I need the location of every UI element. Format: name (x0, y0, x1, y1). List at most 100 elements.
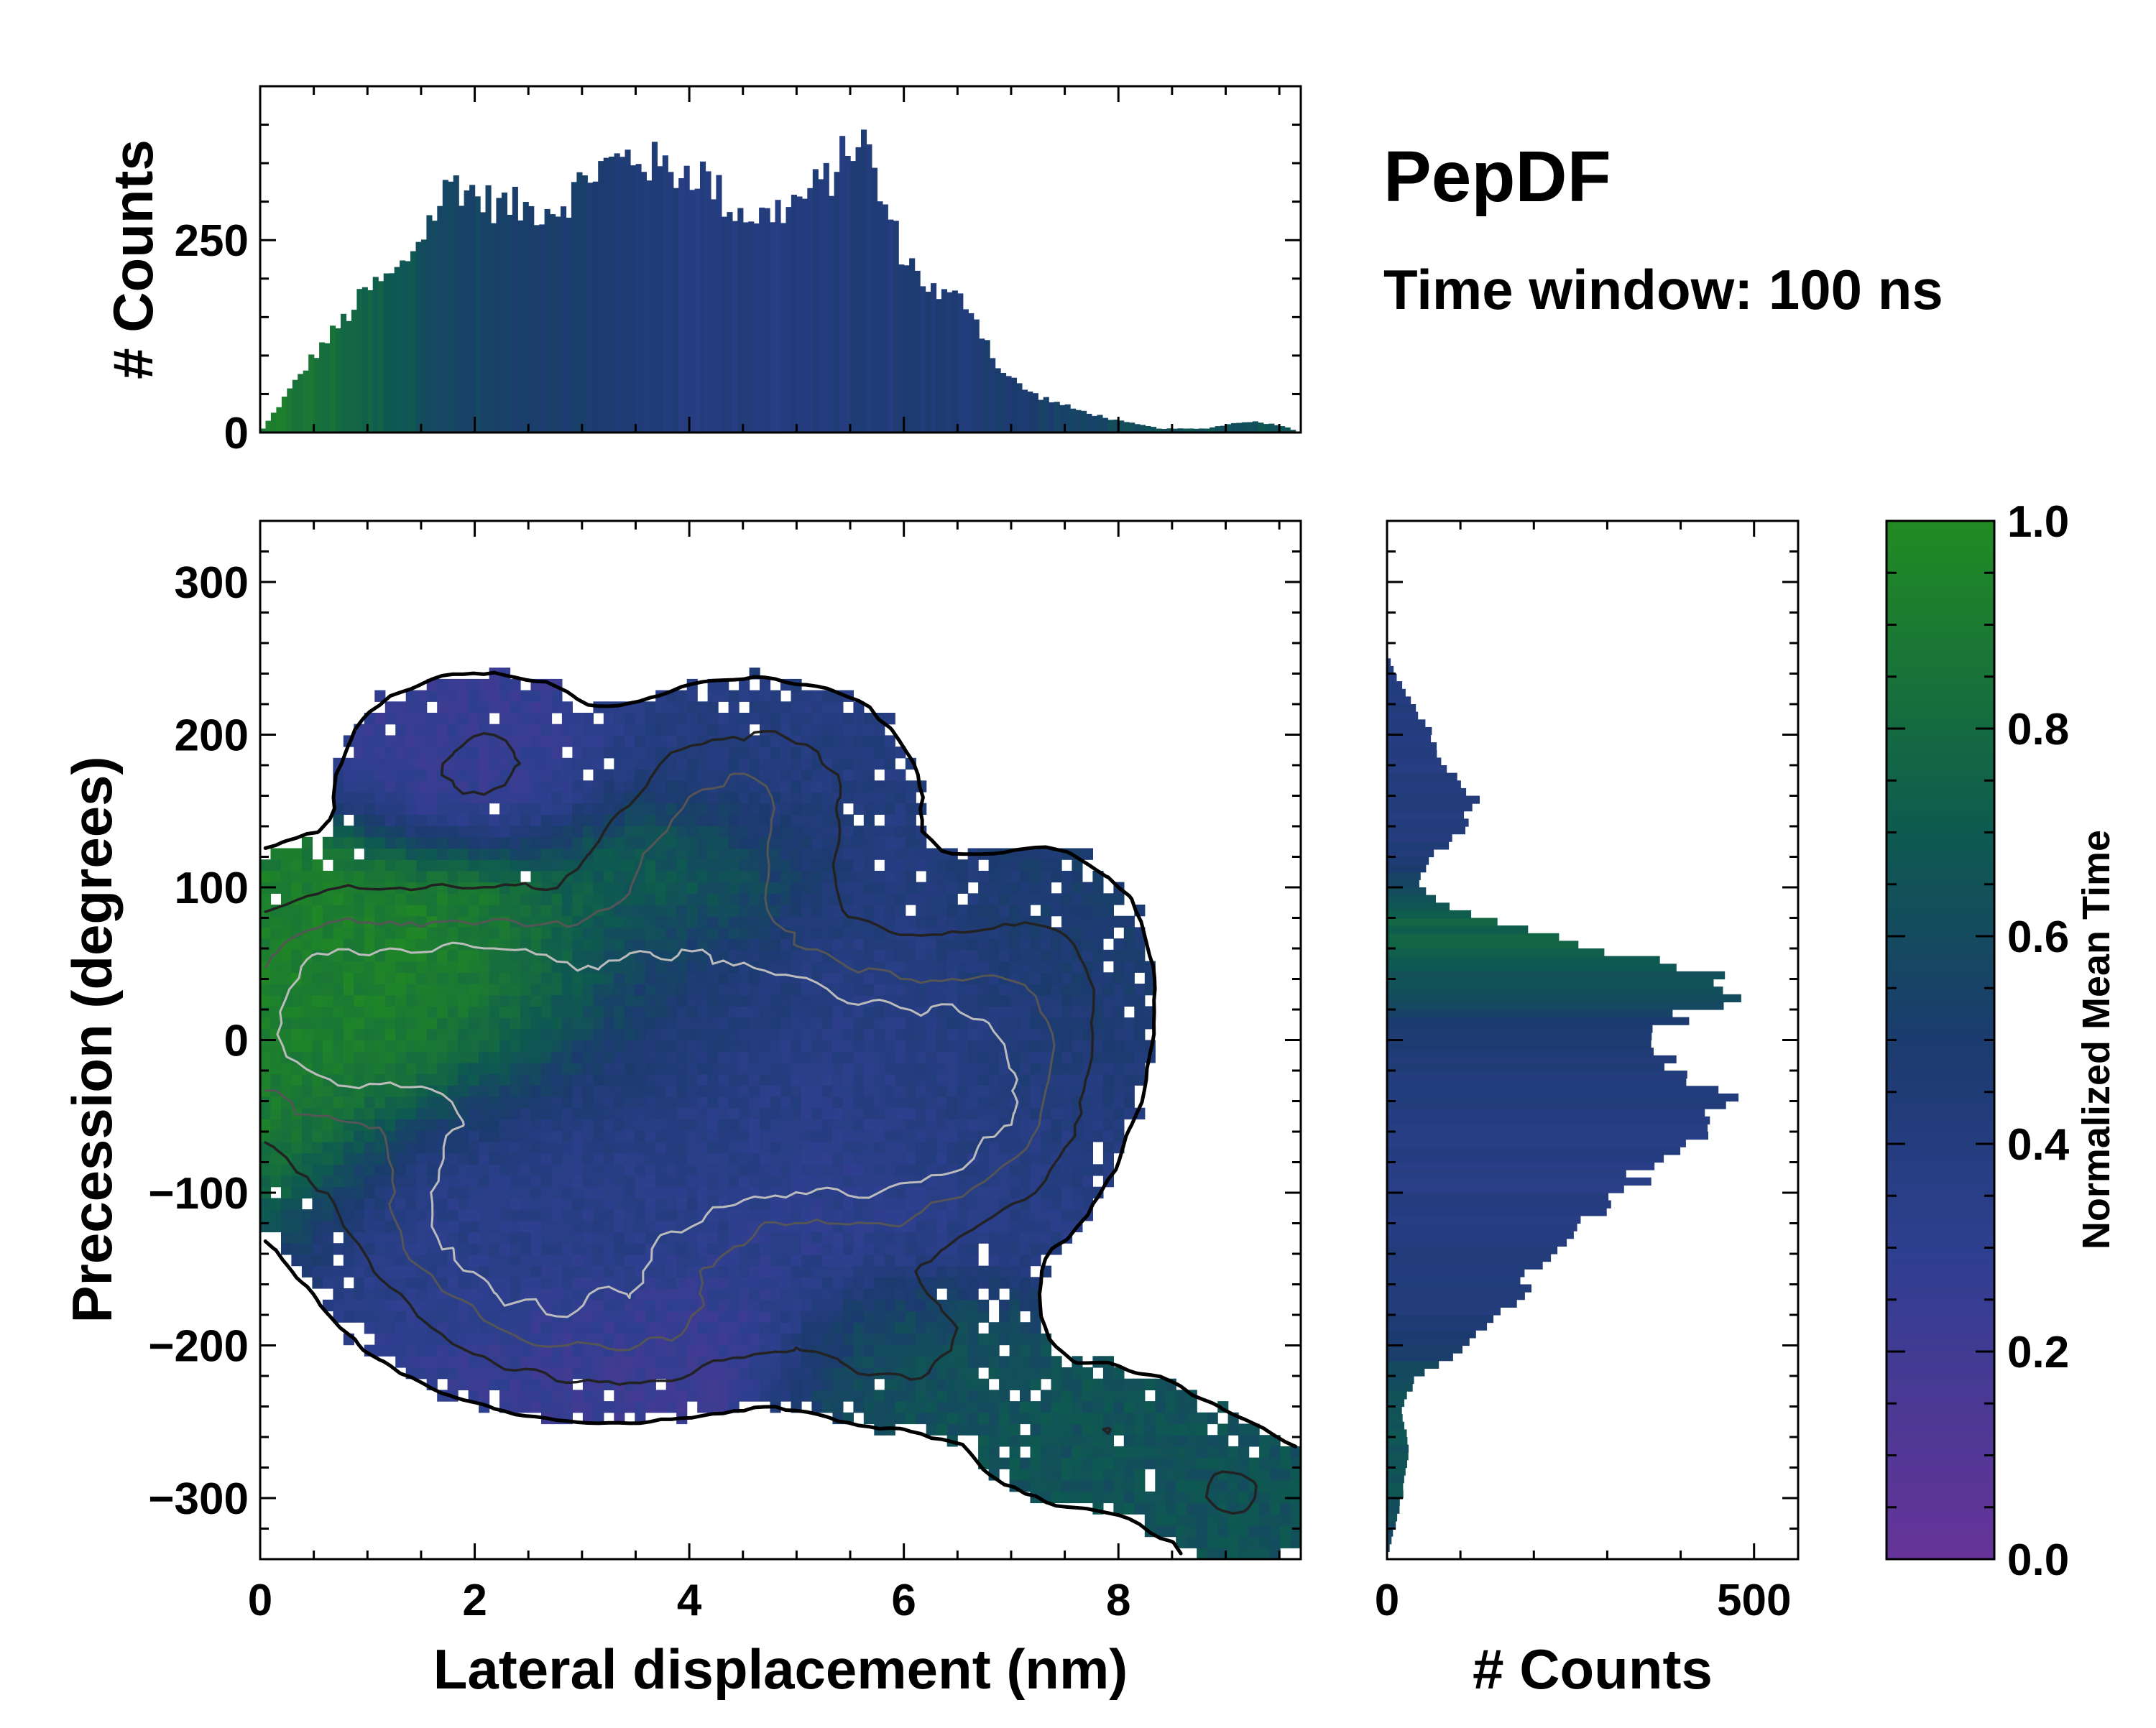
heatmap-cell (864, 1334, 875, 1345)
heatmap-cell (770, 1006, 781, 1017)
heatmap-cell (1249, 1458, 1260, 1469)
heatmap-cell (271, 849, 282, 860)
heatmap-cell (936, 1413, 947, 1424)
heatmap-cell (531, 837, 542, 849)
heatmap-cell (1134, 1017, 1145, 1029)
heatmap-cell (448, 961, 459, 973)
heatmap-cell (853, 1006, 864, 1017)
heatmap-cell (551, 1051, 562, 1063)
heatmap-cell (469, 1029, 479, 1040)
heatmap-cell (260, 1175, 271, 1187)
heatmap-cell (374, 1153, 385, 1165)
heatmap-cell (947, 1401, 958, 1413)
heatmap-cell (655, 1029, 666, 1040)
heatmap-cell (469, 1255, 479, 1266)
heatmap-cell (1061, 1413, 1072, 1424)
heatmap-cell (906, 1243, 916, 1255)
heatmap-cell (750, 814, 760, 826)
heatmap-cell (676, 1142, 687, 1153)
heatmap-cell (562, 1209, 573, 1221)
heatmap-cell (770, 1085, 781, 1096)
heatmap-cell (1145, 1492, 1156, 1503)
heatmap-cell (801, 1334, 812, 1345)
heatmap-cell (1166, 1413, 1176, 1424)
heatmap-cell (666, 1085, 677, 1096)
heatmap-cell (625, 1255, 635, 1266)
heatmap-cell (448, 1029, 459, 1040)
heatmap-cell (302, 1266, 313, 1277)
heatmap-cell (760, 1130, 770, 1142)
heatmap-cell (1082, 1469, 1093, 1480)
heatmap-cell (853, 1096, 864, 1108)
heatmap-cell (1061, 1153, 1072, 1165)
heatmap-cell (832, 1209, 843, 1221)
heatmap-cell (895, 859, 906, 871)
heatmap-cell (895, 1017, 906, 1029)
heatmap-cell (427, 1311, 438, 1323)
heatmap-cell (864, 826, 875, 837)
heatmap-cell (853, 1277, 864, 1288)
heatmap-cell (489, 792, 500, 803)
heatmap-cell (926, 1413, 937, 1424)
heatmap-cell (864, 871, 875, 882)
heatmap-cell (1207, 1446, 1218, 1458)
heatmap-cell (780, 780, 791, 792)
heatmap-cell (989, 972, 1000, 984)
heatmap-cell (718, 849, 729, 860)
heatmap-cell (374, 1096, 385, 1108)
heatmap-cell (1145, 1424, 1156, 1436)
heatmap-cell (1010, 1435, 1021, 1446)
heatmap-cell (906, 1356, 916, 1367)
heatmap-cell (499, 1277, 510, 1288)
heatmap-cell (895, 814, 906, 826)
heatmap-cell (968, 1390, 979, 1401)
heatmap-cell (780, 871, 791, 882)
heatmap-cell (1207, 1435, 1218, 1446)
heatmap-cell (1103, 1074, 1114, 1086)
heatmap-cell (791, 1085, 802, 1096)
heatmap-cell (811, 1277, 822, 1288)
heatmap-cell (1020, 1288, 1031, 1300)
top-histogram-bar (743, 222, 749, 433)
heatmap-cell (604, 1063, 614, 1074)
heatmap-cell (978, 1063, 989, 1074)
heatmap-cell (604, 780, 614, 792)
heatmap-cell (989, 938, 1000, 950)
heatmap-cell (885, 1390, 895, 1401)
heatmap-cell (936, 1063, 947, 1074)
heatmap-cell (947, 1413, 958, 1424)
heatmap-cell (697, 859, 708, 871)
heatmap-cell (572, 1187, 583, 1198)
heatmap-cell (1020, 1367, 1031, 1379)
heatmap-cell (978, 984, 989, 995)
heatmap-cell (843, 792, 854, 803)
heatmap-cell (1010, 1130, 1021, 1142)
heatmap-cell (957, 1142, 968, 1153)
heatmap-cell (832, 916, 843, 928)
heatmap-cell (666, 1356, 677, 1367)
top-histogram-bar (276, 407, 282, 433)
heatmap-cell (666, 916, 677, 928)
heatmap-cell (885, 1277, 895, 1288)
heatmap-cell (1041, 1198, 1051, 1209)
heatmap-cell (770, 1243, 781, 1255)
heatmap-cell (395, 1198, 406, 1209)
heatmap-cell (1259, 1480, 1270, 1492)
heatmap-cell (583, 1322, 594, 1334)
heatmap-cell (1031, 1435, 1041, 1446)
heatmap-cell (604, 1322, 614, 1334)
heatmap-cell (625, 1232, 635, 1244)
heatmap-cell (572, 1029, 583, 1040)
heatmap-cell (832, 1175, 843, 1187)
heatmap-cell (583, 927, 594, 938)
heatmap-cell (593, 859, 604, 871)
heatmap-cell (593, 1390, 604, 1401)
heatmap-cell (1124, 1446, 1135, 1458)
heatmap-cell (395, 1040, 406, 1052)
heatmap-cell (926, 1401, 937, 1413)
heatmap-cell (499, 1221, 510, 1232)
heatmap-cell (281, 961, 292, 973)
top-histogram-bar (314, 358, 320, 433)
heatmap-cell (614, 792, 625, 803)
heatmap-cell (385, 1119, 396, 1130)
